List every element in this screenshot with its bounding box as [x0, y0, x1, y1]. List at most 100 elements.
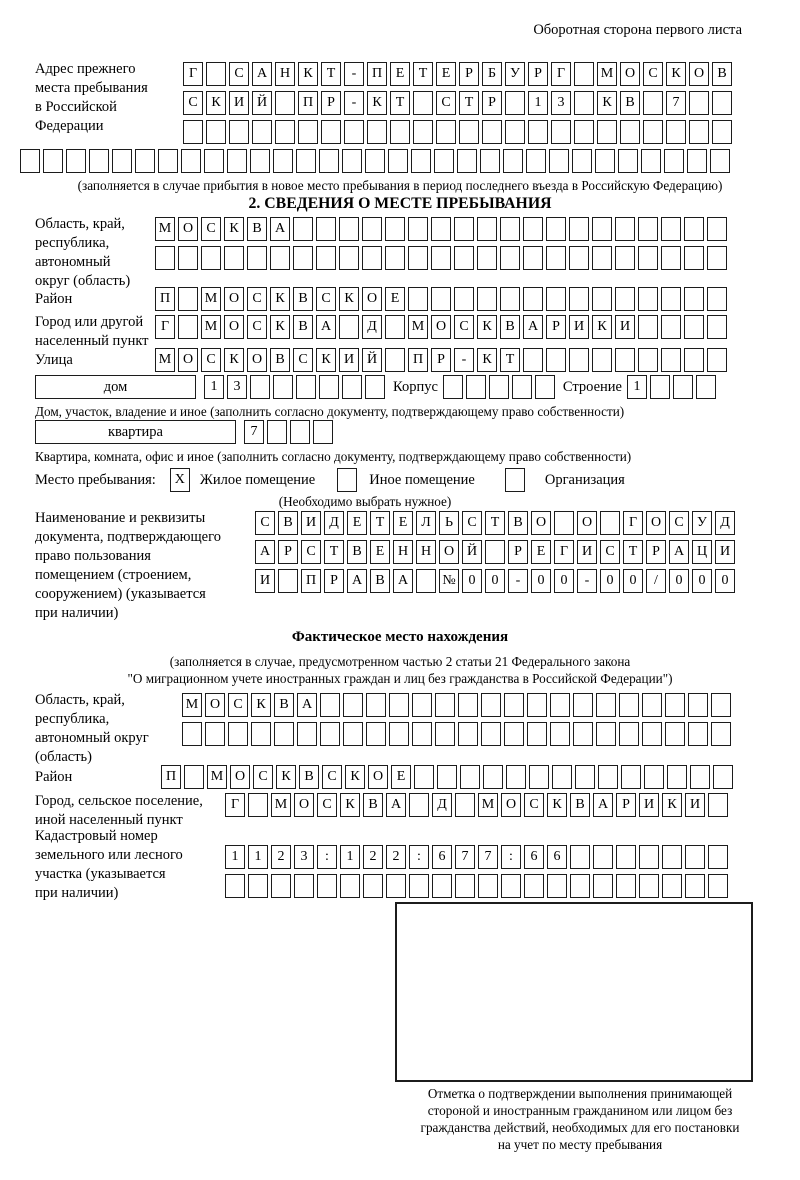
- char-cell[interactable]: К: [592, 315, 612, 339]
- char-cell[interactable]: Е: [390, 62, 410, 86]
- char-cell[interactable]: [365, 375, 385, 399]
- char-cell[interactable]: [270, 246, 290, 270]
- char-cell[interactable]: В: [293, 287, 313, 311]
- char-cell[interactable]: [437, 765, 457, 789]
- char-cell[interactable]: 0: [669, 569, 689, 593]
- char-cell[interactable]: [385, 246, 405, 270]
- char-cell[interactable]: [339, 315, 359, 339]
- char-cell[interactable]: [546, 217, 566, 241]
- char-cell[interactable]: М: [408, 315, 428, 339]
- char-cell[interactable]: [689, 91, 709, 115]
- char-cell[interactable]: [184, 765, 204, 789]
- char-cell[interactable]: [316, 217, 336, 241]
- char-cell[interactable]: Д: [432, 793, 452, 817]
- char-cell[interactable]: [527, 693, 547, 717]
- char-cell[interactable]: В: [293, 315, 313, 339]
- char-cell[interactable]: [500, 287, 520, 311]
- char-cell[interactable]: [481, 693, 501, 717]
- char-cell[interactable]: [546, 287, 566, 311]
- char-cell[interactable]: [43, 149, 63, 173]
- char-cell[interactable]: П: [155, 287, 175, 311]
- char-cell[interactable]: [178, 287, 198, 311]
- char-cell[interactable]: 0: [531, 569, 551, 593]
- char-cell[interactable]: А: [593, 793, 613, 817]
- char-cell[interactable]: [592, 217, 612, 241]
- char-cell[interactable]: [204, 149, 224, 173]
- char-cell[interactable]: И: [569, 315, 589, 339]
- char-cell[interactable]: [504, 722, 524, 746]
- char-cell[interactable]: [313, 420, 333, 444]
- char-cell[interactable]: [687, 149, 707, 173]
- char-cell[interactable]: Т: [321, 62, 341, 86]
- char-cell[interactable]: 1: [248, 845, 268, 869]
- char-cell[interactable]: 0: [692, 569, 712, 593]
- char-cell[interactable]: Р: [321, 91, 341, 115]
- char-cell[interactable]: 6: [432, 845, 452, 869]
- char-cell[interactable]: [712, 91, 732, 115]
- char-cell[interactable]: С: [228, 693, 248, 717]
- char-cell[interactable]: [454, 287, 474, 311]
- char-cell[interactable]: [228, 722, 248, 746]
- char-cell[interactable]: [552, 765, 572, 789]
- char-cell[interactable]: М: [201, 287, 221, 311]
- char-cell[interactable]: С: [183, 91, 203, 115]
- char-cell[interactable]: [546, 246, 566, 270]
- char-cell[interactable]: К: [477, 348, 497, 372]
- char-cell[interactable]: Й: [462, 540, 482, 564]
- char-cell[interactable]: 0: [623, 569, 643, 593]
- char-cell[interactable]: П: [408, 348, 428, 372]
- char-cell[interactable]: К: [251, 693, 271, 717]
- char-cell[interactable]: Р: [431, 348, 451, 372]
- char-cell[interactable]: С: [201, 217, 221, 241]
- char-cell[interactable]: 1: [528, 91, 548, 115]
- char-cell[interactable]: 0: [715, 569, 735, 593]
- char-cell[interactable]: В: [274, 693, 294, 717]
- char-cell[interactable]: [112, 149, 132, 173]
- char-cell[interactable]: К: [597, 91, 617, 115]
- char-cell[interactable]: [546, 348, 566, 372]
- char-cell[interactable]: [501, 874, 521, 898]
- char-cell[interactable]: [435, 722, 455, 746]
- char-cell[interactable]: И: [615, 315, 635, 339]
- char-cell[interactable]: С: [229, 62, 249, 86]
- char-cell[interactable]: [248, 793, 268, 817]
- char-cell[interactable]: 7: [455, 845, 475, 869]
- char-cell[interactable]: :: [409, 845, 429, 869]
- char-cell[interactable]: [412, 722, 432, 746]
- char-cell[interactable]: О: [247, 348, 267, 372]
- char-cell[interactable]: А: [270, 217, 290, 241]
- char-cell[interactable]: О: [362, 287, 382, 311]
- char-cell[interactable]: О: [620, 62, 640, 86]
- char-cell[interactable]: В: [712, 62, 732, 86]
- char-cell[interactable]: К: [224, 348, 244, 372]
- char-cell[interactable]: У: [505, 62, 525, 86]
- char-cell[interactable]: [711, 693, 731, 717]
- char-cell[interactable]: -: [344, 91, 364, 115]
- char-cell[interactable]: [534, 375, 555, 399]
- char-cell[interactable]: [316, 246, 336, 270]
- char-cell[interactable]: [593, 874, 613, 898]
- char-cell[interactable]: [615, 287, 635, 311]
- char-cell[interactable]: К: [270, 315, 290, 339]
- char-cell[interactable]: С: [322, 765, 342, 789]
- char-cell[interactable]: В: [278, 511, 298, 535]
- char-cell[interactable]: [182, 722, 202, 746]
- char-cell[interactable]: [457, 149, 477, 173]
- char-cell[interactable]: К: [477, 315, 497, 339]
- char-cell[interactable]: В: [620, 91, 640, 115]
- char-cell[interactable]: Р: [508, 540, 528, 564]
- char-cell[interactable]: К: [206, 91, 226, 115]
- char-cell[interactable]: Г: [554, 540, 574, 564]
- char-cell[interactable]: Н: [393, 540, 413, 564]
- char-cell[interactable]: С: [462, 511, 482, 535]
- char-cell[interactable]: [619, 693, 639, 717]
- char-cell[interactable]: [362, 217, 382, 241]
- char-cell[interactable]: [615, 348, 635, 372]
- char-cell[interactable]: М: [597, 62, 617, 86]
- char-cell[interactable]: [689, 120, 709, 144]
- char-cell[interactable]: О: [431, 315, 451, 339]
- char-cell[interactable]: /: [646, 569, 666, 593]
- char-cell[interactable]: [366, 722, 386, 746]
- char-cell[interactable]: [455, 874, 475, 898]
- char-cell[interactable]: С: [436, 91, 456, 115]
